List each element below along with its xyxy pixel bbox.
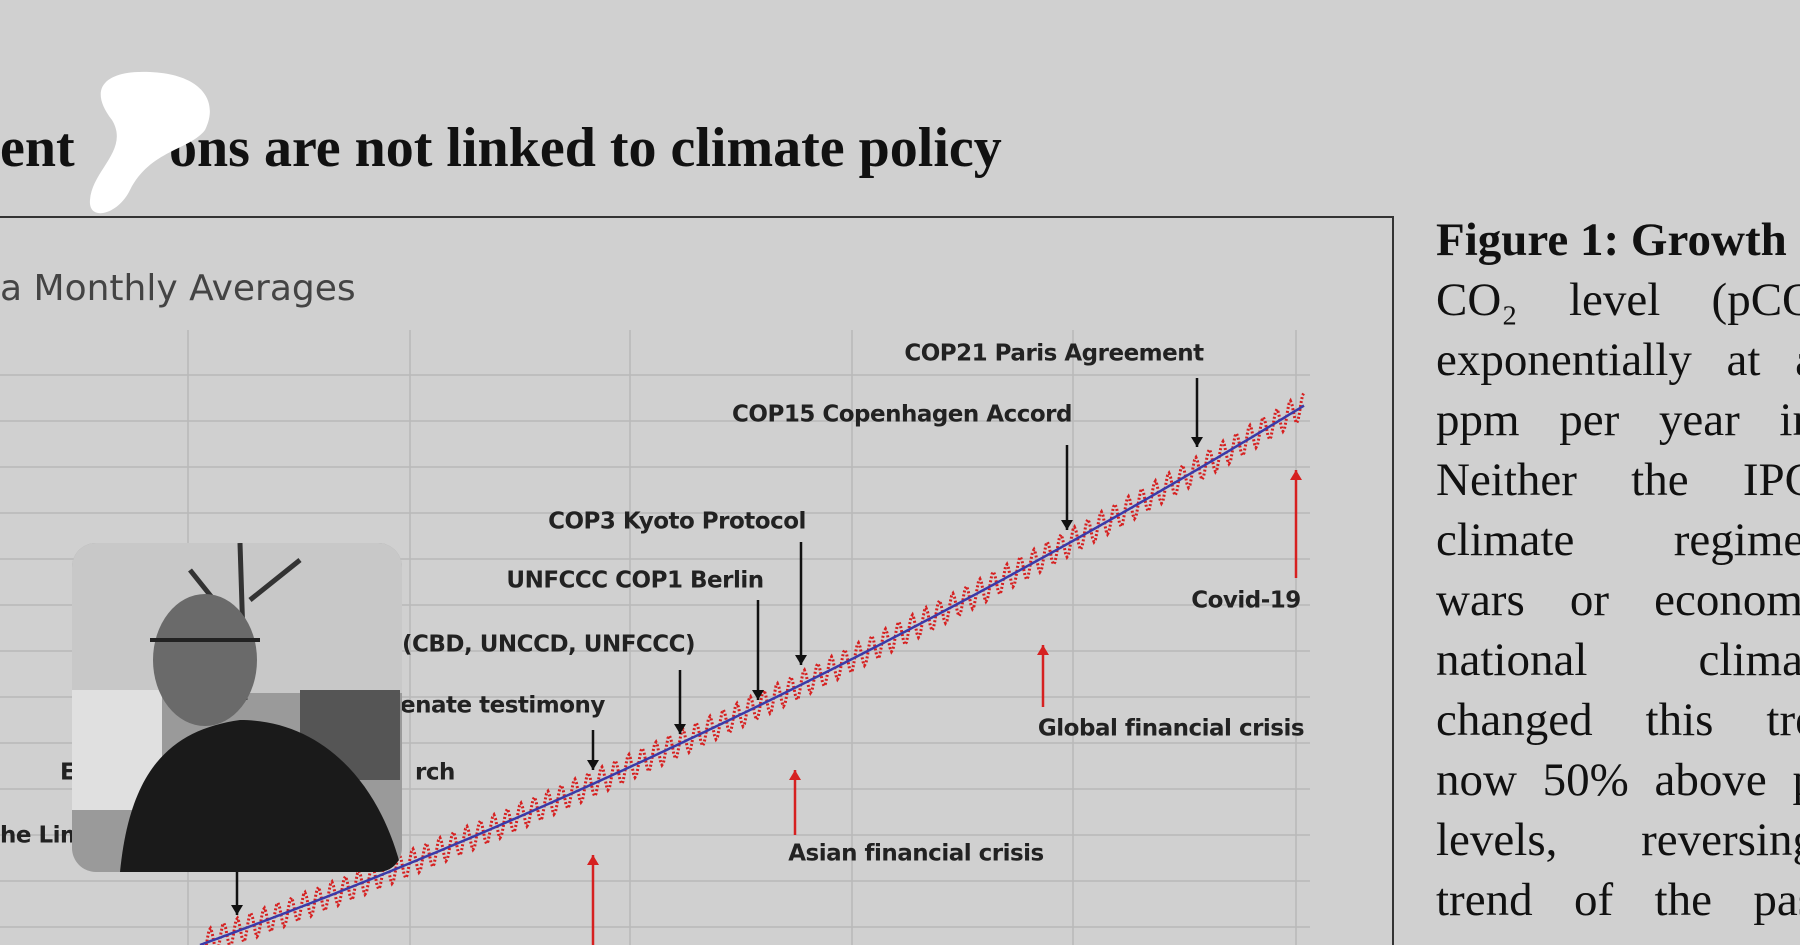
arrow-head [231, 905, 243, 915]
annotation: Covid-19 [1191, 588, 1301, 614]
caption-line: wars or economi [1436, 574, 1800, 626]
caption-line: now 50% above p [1436, 754, 1800, 806]
annotation: COP15 Copenhagen Accord [732, 402, 1072, 428]
caption-line: climate regime, [1436, 514, 1800, 566]
caption-line: national climat [1436, 634, 1800, 686]
arrow-head [587, 855, 599, 865]
figure-title: a Monthly Averages [0, 268, 356, 309]
figure-caption: Figure 1: Growth CO₂ level (pCO exponenti… [1436, 210, 1800, 945]
caption-line: levels, reversing [1436, 814, 1800, 866]
heading-right: ons are not linked to climate policy [169, 117, 1002, 179]
annotation: (CBD, UNCCD, UNFCCC) [402, 632, 695, 658]
annotation: Asian financial crisis [788, 841, 1044, 867]
arrows [231, 378, 1302, 945]
arrow-head [789, 770, 801, 780]
annotation: rch [415, 760, 455, 786]
annotation: UNFCCC COP1 Berlin [506, 568, 763, 594]
caption-line: ppm per year in [1436, 394, 1800, 446]
annotation: COP21 Paris Agreement [904, 341, 1204, 367]
arrow-head [674, 724, 686, 734]
caption-line: trend of the pas [1436, 874, 1800, 926]
arrow-head [1061, 520, 1073, 530]
annotation: he Lim [0, 823, 84, 849]
caption-line: Neither the IPC [1436, 454, 1800, 506]
figure-grid [0, 330, 1310, 945]
caption-label: Figure 1: Growth [1436, 214, 1787, 266]
arrow-head [795, 655, 807, 665]
arrow-head [1191, 437, 1203, 447]
annotations: COP21 Paris Agreement COP15 Copenhagen Ac… [0, 341, 1305, 867]
annotation: E [60, 760, 75, 786]
caption-line: CO₂ level (pCO [1436, 274, 1800, 326]
heading-left: ent [0, 117, 75, 179]
arrow-head [752, 690, 764, 700]
annotation: COP3 Kyoto Protocol [548, 509, 806, 535]
annotation: enate testimony [400, 693, 605, 719]
speaker-photo [72, 543, 402, 872]
arrow-head [1290, 470, 1302, 480]
caption-line: exponentially at a [1436, 334, 1800, 386]
arrow-head [587, 760, 599, 770]
co2-monthly [200, 392, 1306, 945]
arrow-head [1037, 645, 1049, 655]
annotation: Global financial crisis [1038, 716, 1304, 742]
caption-line: changed this tre [1436, 694, 1800, 746]
pointer-blob [89, 71, 210, 214]
co2-trend [199, 404, 1305, 945]
